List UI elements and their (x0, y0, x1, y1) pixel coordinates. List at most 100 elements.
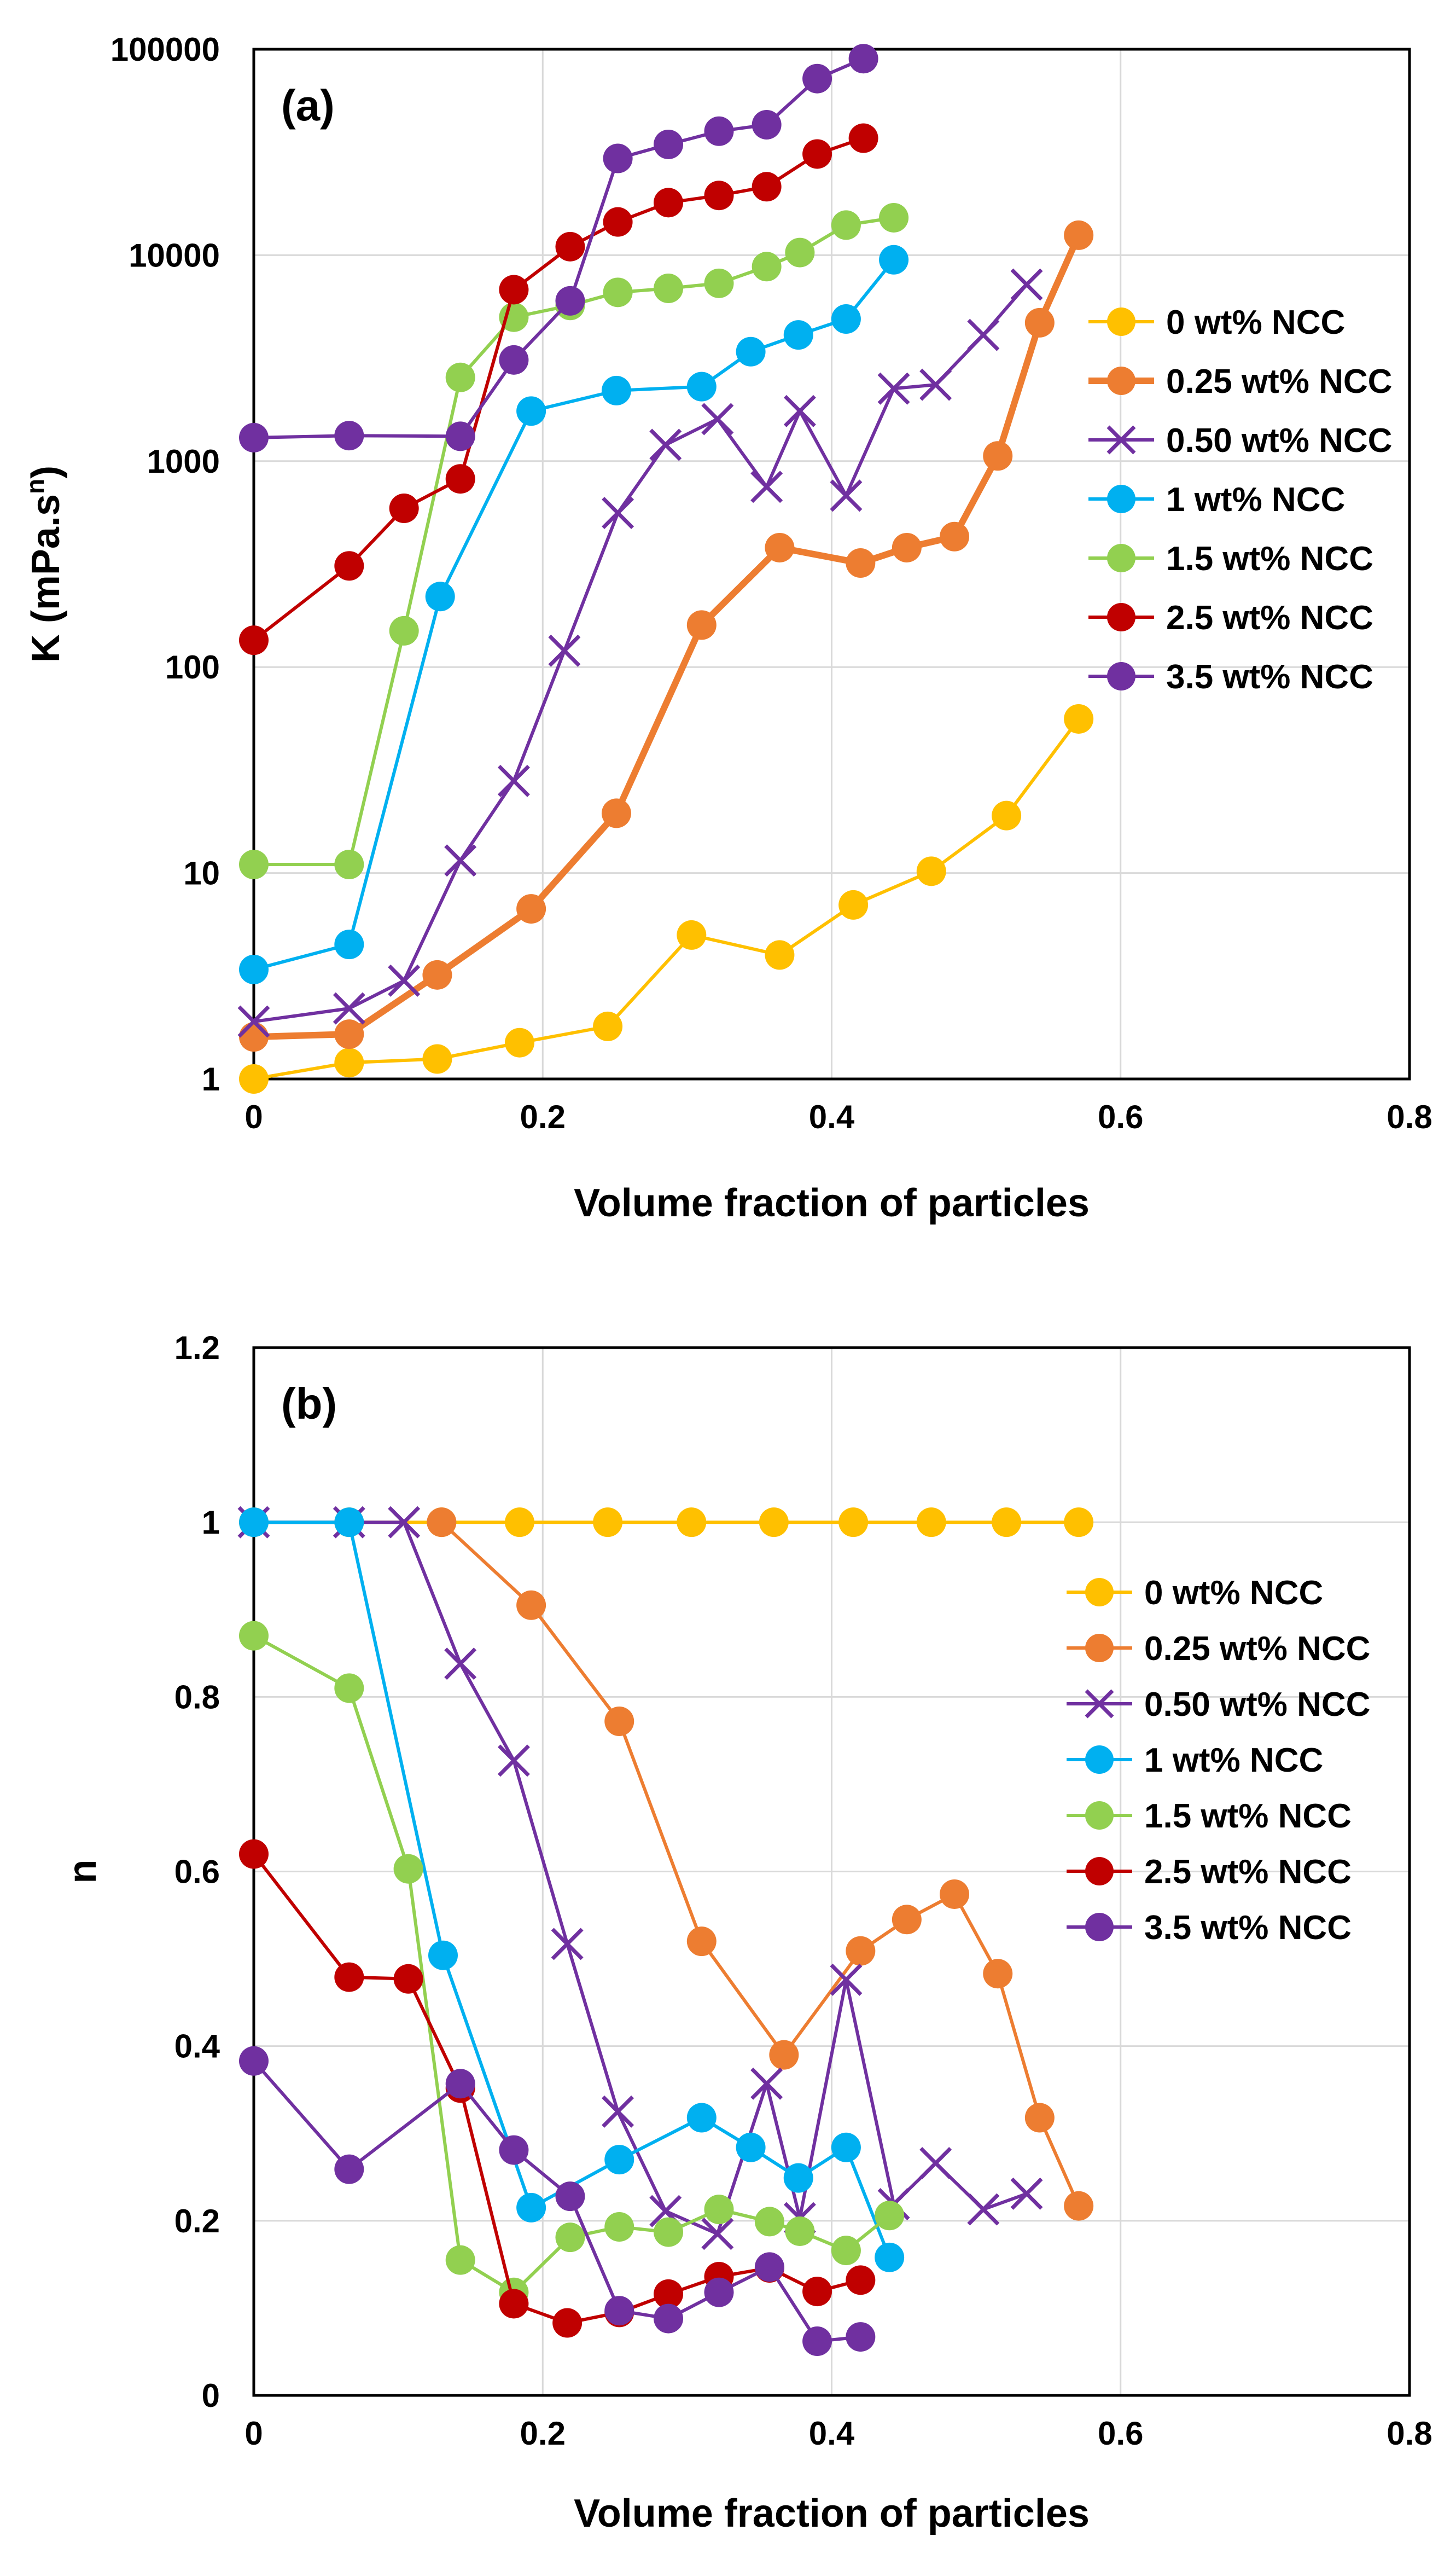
legend-item-0-wt-ncc: 0 wt% NCC (1088, 304, 1345, 341)
data-point (686, 1926, 717, 1957)
data-point (445, 421, 475, 451)
data-point (602, 2095, 634, 2128)
data-point (838, 890, 869, 920)
data-point (967, 318, 1000, 351)
data-point (389, 494, 419, 524)
series-1-wt-ncc (239, 245, 909, 984)
data-point (1064, 220, 1094, 250)
data-point (1010, 268, 1043, 301)
data-point (388, 964, 421, 997)
legend-label: 0.25 wt% NCC (1166, 363, 1392, 401)
data-point (334, 2154, 364, 2184)
legend-label: 0 wt% NCC (1144, 1574, 1323, 1612)
data-point (239, 850, 269, 880)
data-point (333, 992, 365, 1025)
data-point (704, 116, 734, 146)
data-point (752, 172, 782, 202)
x-tick-label: 0.6 (1098, 2415, 1143, 2452)
y-tick-label: 0 (202, 2377, 220, 2414)
data-point (239, 422, 269, 452)
data-point (516, 894, 546, 924)
data-point (654, 129, 684, 159)
data-point (752, 252, 782, 282)
legend-label: 3.5 wt% NCC (1166, 658, 1373, 696)
data-point (604, 1707, 634, 1737)
data-point (704, 2195, 734, 2225)
x-tick-label: 0.2 (520, 1099, 566, 1135)
legend-marker (1085, 1745, 1114, 1774)
data-point (601, 798, 631, 828)
data-point (334, 1048, 364, 1078)
legend-label: 0 wt% NCC (1166, 304, 1345, 341)
y-tick-label: 1 (202, 1061, 220, 1098)
data-point (967, 2193, 1000, 2226)
data-point (736, 336, 766, 367)
x-tick-label: 0.4 (809, 2415, 855, 2452)
data-point (704, 181, 734, 211)
data-point (892, 532, 922, 562)
data-point (334, 930, 364, 960)
data-point (765, 940, 795, 970)
data-point (1010, 2177, 1043, 2210)
data-point (334, 850, 364, 880)
data-point (846, 2322, 876, 2352)
x-axis-label-a: Volume fraction of particles (574, 1181, 1090, 1225)
data-point (992, 800, 1022, 831)
data-point (1064, 704, 1094, 734)
data-point (393, 1964, 423, 1994)
legend-label: 0.50 wt% NCC (1144, 1686, 1370, 1723)
data-point (654, 2217, 684, 2247)
data-point (654, 2279, 684, 2309)
series-0-25-wt-ncc (427, 1507, 1094, 2221)
series-line (253, 283, 1028, 1024)
data-point (548, 634, 581, 667)
legend-label: 1 wt% NCC (1144, 1742, 1323, 1779)
legend-label: 2.5 wt% NCC (1166, 599, 1373, 637)
legend-marker (1085, 1801, 1114, 1830)
x-tick-label: 0.8 (1387, 1099, 1432, 1135)
series-line (253, 258, 895, 971)
legend-item-1-wt-ncc: 1 wt% NCC (1067, 1742, 1323, 1779)
legend-a: 0 wt% NCC 0.25 wt% NCC 0.50 wt% NCC 1 wt% N… (1088, 304, 1392, 696)
data-point (604, 2296, 634, 2326)
data-point (504, 1507, 534, 1537)
data-point (516, 1590, 546, 1620)
legend-label: 2.5 wt% NCC (1144, 1853, 1352, 1891)
data-point (239, 1839, 269, 1869)
data-point (393, 1854, 423, 1884)
data-point (846, 2265, 876, 2295)
legend-item-2-5-wt-ncc: 2.5 wt% NCC (1088, 599, 1373, 637)
y-tick-label: 0.4 (174, 2028, 220, 2065)
data-point (783, 2163, 813, 2193)
data-point (879, 202, 909, 233)
data-point (765, 532, 795, 562)
series-3-5-wt-ncc (239, 2046, 876, 2357)
data-point (445, 464, 475, 494)
data-point (504, 1028, 534, 1058)
data-point (388, 1506, 421, 1539)
y-tick-label: 1 (202, 1504, 220, 1541)
data-point (422, 960, 452, 990)
legend-label: 1.5 wt% NCC (1166, 540, 1373, 578)
legend-marker (1107, 485, 1135, 513)
data-point (499, 2135, 529, 2165)
series-0-50-wt-ncc (237, 268, 1043, 1038)
data-point (736, 2132, 766, 2162)
data-point (759, 1507, 789, 1537)
data-point (686, 2103, 717, 2133)
data-point (677, 920, 707, 950)
y-tick-label: 1000 (147, 443, 220, 480)
data-point (831, 304, 861, 334)
data-point (593, 1507, 623, 1537)
data-point (422, 1044, 452, 1074)
data-point (701, 403, 734, 436)
y-tick-label: 0.6 (174, 1854, 220, 1890)
data-point (919, 2147, 952, 2179)
data-point (555, 2181, 585, 2212)
data-point (830, 1963, 863, 1996)
data-point (983, 1959, 1013, 1989)
legend-item-3-5-wt-ncc: 3.5 wt% NCC (1088, 658, 1373, 696)
data-point (552, 2308, 583, 2338)
chart-panel-a: 0 0.2 0.4 0.6 0.8 1 10 100 1000 10000 100000 0 wt% … (21, 31, 1432, 1225)
data-point (754, 2252, 784, 2282)
